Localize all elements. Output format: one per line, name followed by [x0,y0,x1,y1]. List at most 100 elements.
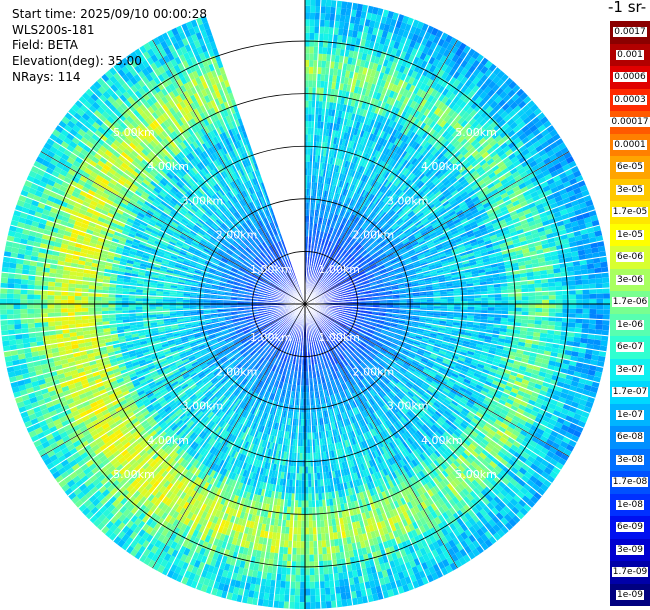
ray-gate [321,162,325,170]
ray-gate [352,92,358,101]
ray-gate [316,230,320,238]
ray-gate [321,224,325,232]
ray-gate [317,121,321,129]
ray-gate [514,307,522,312]
ray-gate [569,304,577,309]
ray-gate [320,74,326,82]
ray-gate [542,304,549,309]
ray-gate [305,93,309,101]
ray-gate [308,107,312,115]
ray-gate [309,12,316,20]
ray-gate [379,301,387,303]
ray-gate [308,80,313,88]
ray-gate [309,53,314,61]
ray-gate [315,87,321,95]
ray-gate [341,138,346,147]
ray-gate [481,300,488,304]
ray-gate [355,10,362,18]
ray-gate [365,305,373,307]
ray-gate [576,304,583,309]
ray-gate [365,301,373,303]
ray-gate [312,236,315,244]
ray-separator [304,0,338,305]
ray-gate [325,190,329,198]
ray-gate [473,288,481,293]
ray-gate [317,223,321,231]
ray-gate [344,125,350,133]
ray-gate [320,210,324,218]
ray-gate [330,185,335,193]
ray-gate [494,300,502,304]
ray-gate [596,293,604,299]
ray-gate [508,300,516,304]
ray-gate [325,60,331,69]
ray-gate [323,149,327,157]
ray-gate [305,46,310,54]
ray-gate [347,29,354,37]
ray-gate [334,144,339,152]
ray-gate [313,46,319,54]
ray-gate [358,24,365,33]
ray-gate [319,176,323,184]
ray-gate [362,25,369,34]
ray-gate [542,299,549,304]
ray-gate [341,90,347,98]
ray-gate [319,217,322,225]
ray-gate [337,110,343,118]
ray-gate [309,60,314,67]
ray-gate [554,281,562,287]
ray-gate [350,37,357,45]
ray-gate [314,19,320,27]
ray-gate [330,54,336,62]
ray-gate [528,304,536,308]
ray-gate [474,306,482,311]
ray-gate [603,304,610,310]
ray-gate [305,80,309,88]
ray-gate [324,13,331,21]
ray-gate [331,171,336,179]
ray-gate [314,33,320,41]
ray-gate [527,319,535,325]
ray-gate [593,262,601,269]
ray-gate [336,0,343,8]
ray-gate [313,128,318,135]
ray-gate [328,184,333,192]
ray-gate [308,114,312,122]
ray-gate [460,298,468,302]
ray-gate [316,80,321,88]
ray-gate [333,27,339,35]
ray-gate [321,108,326,116]
ray-gate [356,72,363,81]
ray-gate [548,308,556,313]
ray-gate [307,141,311,149]
ray-gate [345,8,352,17]
ray-gate [324,135,329,143]
ray-gate [568,285,576,291]
ray-gate [566,266,575,272]
ray-gate [312,189,316,196]
ray-gate [500,286,508,291]
ray-gate [534,283,542,288]
ray-gate [343,22,350,30]
ray-gate [602,319,610,326]
ray-gate [335,48,341,56]
ray-gate [440,306,448,309]
ray-gate [333,150,338,159]
ray-gate [361,4,369,13]
ray-gate [318,46,323,54]
ray-gate [569,299,577,304]
ray-gate [348,50,355,58]
ray-gate [339,14,346,23]
ray-gate [354,16,361,25]
ray-gate [305,243,308,250]
ray-gate [480,316,488,320]
ray-gate [580,337,588,344]
ray-gate [582,308,590,314]
ray-gate [568,280,576,286]
ray-gate [575,313,583,319]
ray-gate [582,304,590,309]
ray-gate [326,122,331,130]
ray-gate [333,68,338,76]
ray-gate [340,97,346,105]
ray-gate [316,73,321,81]
